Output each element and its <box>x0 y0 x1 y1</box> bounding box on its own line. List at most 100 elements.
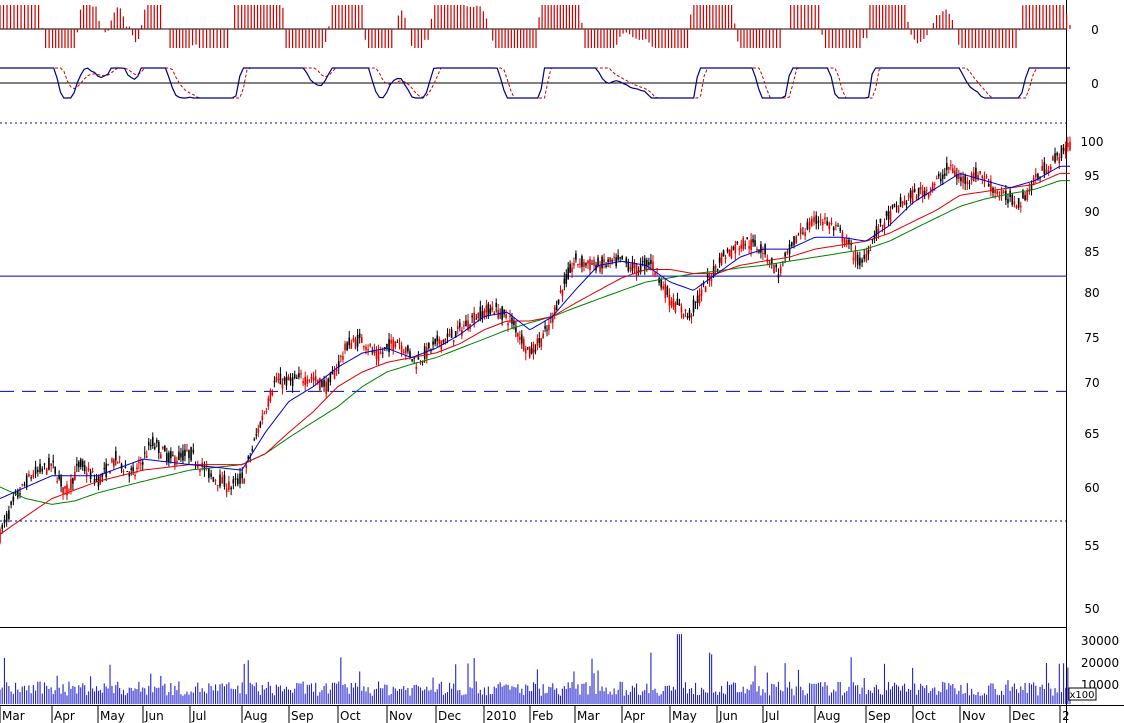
candle <box>1007 193 1009 208</box>
hist-bar <box>253 5 255 29</box>
hist-bar <box>227 29 229 48</box>
hist-bar <box>79 9 82 30</box>
month-label: 2 <box>1062 709 1070 723</box>
candle <box>954 165 956 177</box>
hist-bar <box>212 29 215 48</box>
hist-bar <box>434 5 436 29</box>
candle <box>889 206 892 226</box>
hist-bar <box>2 5 5 29</box>
candle <box>666 285 669 298</box>
hist-bar <box>128 26 131 29</box>
hist-bar <box>387 29 390 48</box>
price-tick-75: 75 <box>1084 331 1099 345</box>
candle <box>116 461 119 464</box>
candle <box>329 371 332 386</box>
hist-bar <box>705 5 708 29</box>
hist-bar <box>587 29 589 48</box>
moving-average-short <box>0 165 1070 500</box>
candle <box>901 201 904 208</box>
candle <box>528 346 531 359</box>
candle <box>52 454 55 469</box>
hist-bar <box>256 5 259 29</box>
hist-bar <box>98 20 100 29</box>
hist-bar <box>37 5 40 29</box>
hist-bar <box>932 23 934 29</box>
candle <box>257 424 260 438</box>
candle <box>41 466 44 475</box>
hist-bar <box>574 5 577 29</box>
hist-bar <box>885 5 887 29</box>
candle <box>985 173 988 179</box>
hist-bar <box>9 5 12 29</box>
month-label: Oct <box>915 709 936 723</box>
osc-main-line <box>0 67 1070 99</box>
hist-bar <box>223 29 225 48</box>
hist-bar <box>562 5 564 29</box>
hist-bar <box>104 29 106 33</box>
candle <box>960 172 962 187</box>
hist-bar <box>1028 5 1031 29</box>
candle <box>348 330 351 349</box>
hist-bar <box>113 12 115 29</box>
candle <box>259 420 262 429</box>
candle <box>162 445 164 451</box>
hist-bar <box>765 29 767 48</box>
hist-bar <box>95 6 97 30</box>
candle <box>287 374 290 381</box>
candle <box>1047 165 1050 176</box>
hist-bar <box>1018 29 1020 31</box>
hist-bar <box>156 5 158 29</box>
hist-bar <box>288 29 290 48</box>
candle <box>561 289 564 303</box>
candle <box>199 469 201 476</box>
hist-bar <box>978 29 980 48</box>
candle <box>728 249 731 257</box>
hist-bar <box>702 5 704 29</box>
candle <box>680 303 683 319</box>
hist-bar <box>163 29 165 30</box>
candle <box>87 462 90 472</box>
candle <box>184 443 186 462</box>
candle <box>603 253 605 269</box>
candle <box>192 443 195 455</box>
candle <box>909 187 912 204</box>
hist-bar <box>755 29 758 48</box>
hist-bar <box>1015 29 1017 48</box>
candle <box>941 169 944 186</box>
hist-bar <box>818 5 820 29</box>
hist-bar <box>916 29 919 44</box>
candle <box>559 285 562 294</box>
hist-bar <box>758 29 761 48</box>
hist-bar <box>783 28 785 30</box>
candle <box>379 346 382 355</box>
hist-bar <box>216 29 218 48</box>
candle <box>895 201 898 213</box>
candle <box>790 241 793 248</box>
candle <box>373 343 376 356</box>
candle <box>581 254 583 273</box>
hist-bar <box>926 29 928 36</box>
candle <box>522 336 525 352</box>
hist-bar <box>116 7 118 30</box>
candle <box>1045 163 1048 175</box>
candle <box>103 462 106 474</box>
hist-bar <box>538 17 540 29</box>
hist-bar <box>920 29 922 42</box>
hist-bar <box>485 18 488 29</box>
hist-bar <box>974 29 977 48</box>
hist-bar <box>568 5 571 29</box>
candle <box>489 304 492 316</box>
candle <box>32 470 35 479</box>
candle <box>327 377 330 392</box>
candle <box>118 455 121 464</box>
oscillator-panel <box>0 67 1070 99</box>
candle <box>903 195 906 206</box>
hist-bar <box>565 5 567 29</box>
hist-bar <box>169 29 171 48</box>
candle <box>170 447 172 464</box>
hist-bar <box>606 29 608 48</box>
candle <box>861 257 863 268</box>
hist-bar <box>443 5 446 29</box>
hist-bar <box>34 5 36 29</box>
